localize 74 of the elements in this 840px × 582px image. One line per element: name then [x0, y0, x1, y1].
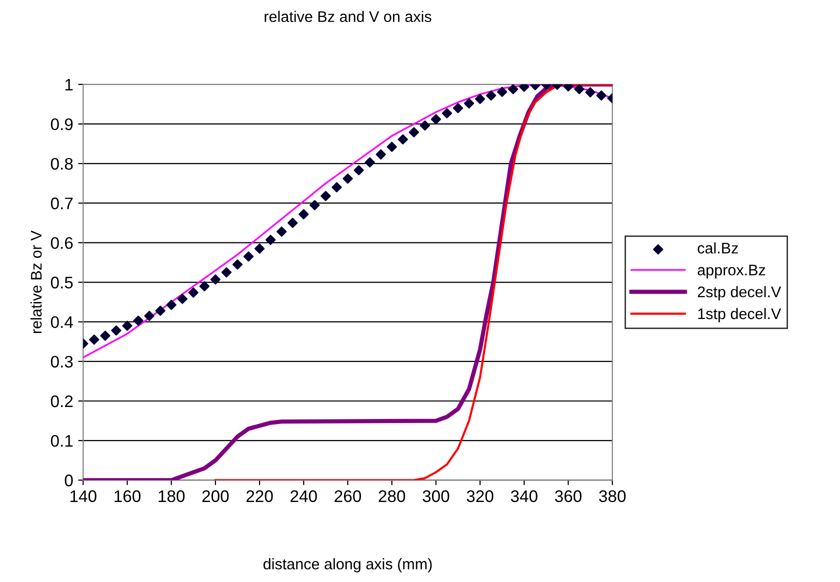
point	[497, 86, 508, 97]
x-tick-label: 340	[510, 490, 538, 502]
y-tick-label: 0.4	[50, 316, 73, 328]
x-tick-label: 260	[334, 490, 362, 502]
point	[144, 310, 154, 321]
x-tick-label: 360	[554, 490, 582, 502]
point	[474, 94, 486, 104]
point	[342, 173, 353, 184]
x-axis-title: distance along axis (mm)	[264, 558, 432, 572]
point	[89, 334, 100, 345]
point	[199, 281, 210, 292]
x-tick-label: 280	[378, 490, 406, 502]
point	[464, 98, 474, 108]
point	[596, 90, 606, 101]
x-tick-label: 220	[246, 490, 273, 502]
point	[243, 251, 254, 262]
y-tick-label: 0.8	[50, 158, 73, 170]
point	[332, 182, 342, 192]
y-tick-label: 0.7	[50, 198, 73, 210]
point	[386, 142, 397, 152]
y-tick-label: 0.5	[50, 276, 73, 288]
x-tick-label: 240	[290, 490, 317, 502]
point	[354, 165, 364, 176]
point	[452, 103, 464, 114]
point	[188, 287, 198, 298]
chart-title: relative Bz and V on axis	[264, 10, 432, 22]
point	[155, 306, 166, 316]
point	[100, 330, 110, 341]
point	[254, 244, 265, 254]
point	[420, 120, 430, 131]
point	[221, 267, 232, 278]
legend-label: 2stp decel.V	[698, 286, 782, 300]
x-tick-label: 320	[466, 490, 494, 502]
point	[430, 114, 442, 124]
point	[486, 90, 496, 101]
point	[232, 259, 243, 270]
point	[122, 320, 132, 331]
x-tick-label: 180	[158, 490, 185, 502]
x-tick-label: 300	[422, 490, 450, 502]
legend-label: 1stp decel.V	[698, 308, 782, 322]
y-tick-label: 0.3	[50, 356, 73, 368]
y-tick-label: 0.9	[50, 118, 73, 130]
point	[111, 325, 122, 336]
y-tick-label: 0	[64, 474, 73, 486]
point	[177, 294, 188, 304]
point	[310, 200, 320, 210]
point	[276, 226, 287, 237]
point	[519, 84, 530, 92]
y-tick-label: 1	[65, 78, 73, 90]
y-tick-label: 0.1	[50, 434, 73, 447]
point	[320, 190, 331, 202]
x-tick-label: 200	[202, 490, 229, 502]
legend-label: approx.Bz	[698, 264, 766, 278]
point	[288, 218, 298, 228]
point	[364, 157, 375, 168]
x-tick-label: 160	[114, 490, 141, 502]
point	[508, 84, 518, 94]
point	[166, 300, 176, 310]
point	[398, 134, 408, 144]
x-tick-label: 380	[599, 490, 626, 502]
y-tick-label: 0.6	[50, 237, 73, 249]
y-axis-title: relative Bz or V	[30, 230, 42, 334]
point	[585, 87, 596, 98]
point	[210, 274, 221, 285]
point	[408, 127, 419, 138]
point	[376, 149, 386, 160]
point	[298, 209, 309, 220]
legend-label: cal.Bz	[698, 242, 738, 254]
point	[266, 234, 276, 246]
y-tick-label: 0.2	[50, 395, 73, 408]
x-tick-label: 140	[70, 490, 96, 502]
point	[133, 316, 144, 326]
point	[442, 108, 452, 118]
point	[574, 84, 584, 94]
